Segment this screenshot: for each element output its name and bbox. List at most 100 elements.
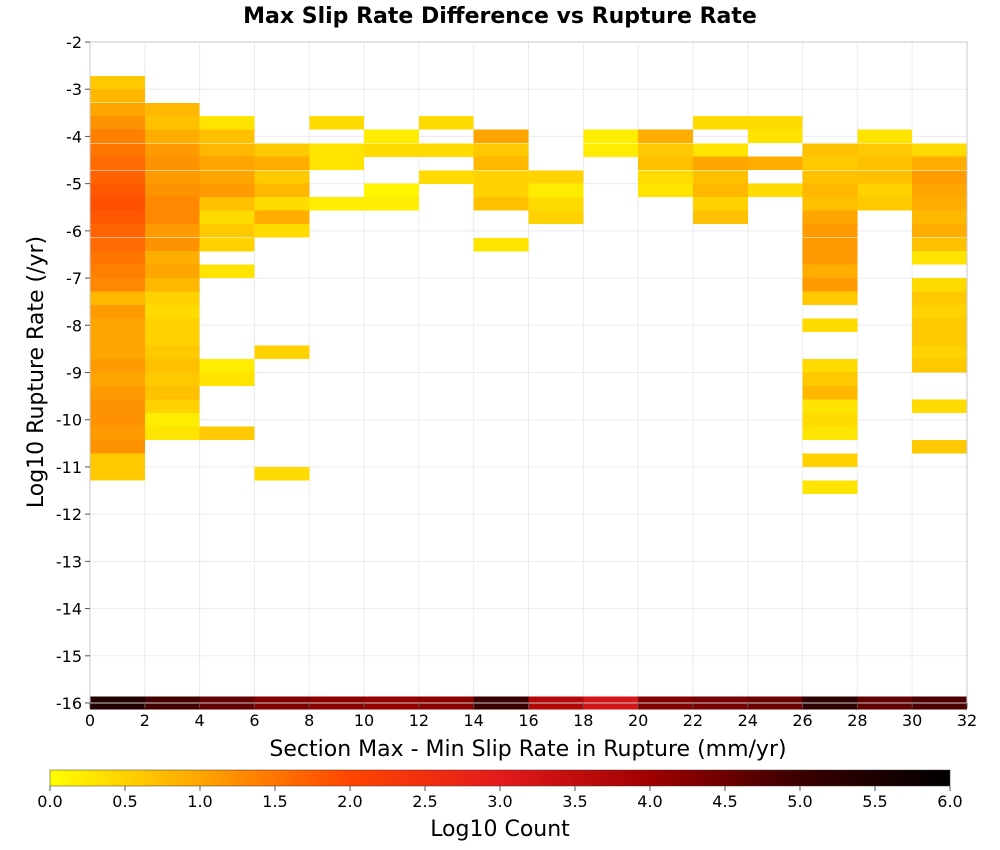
y-tick-label: -3 [66,80,82,99]
heatmap-cell [802,156,858,171]
heatmap-cell [144,264,200,279]
heatmap-cell [747,156,803,171]
heatmap-cell [90,318,145,333]
heatmap-cell [90,426,145,441]
colorbar-tick-label: 4.5 [712,792,737,811]
heatmap-cell [199,426,255,441]
colorbar-label: Log10 Count [430,817,570,842]
heatmap-cell [90,183,145,197]
heatmap-cells [90,75,967,710]
heatmap-cell [144,318,200,333]
y-tick-label: -15 [56,647,82,666]
colorbar-tick-label: 5.5 [862,792,887,811]
heatmap-cell [747,115,803,130]
heatmap-cell [802,372,858,386]
x-tick-label: 18 [573,711,593,730]
heatmap-cell [473,197,529,211]
heatmap-cell [802,453,858,468]
heatmap-cell [857,170,913,184]
heatmap-cell [144,399,200,413]
heatmap-cell [912,143,967,157]
heatmap-cell [802,264,858,279]
heatmap-cell [144,156,200,171]
x-tick-label: 28 [847,711,867,730]
heatmap-cell [199,359,255,373]
heatmap-cell [802,210,858,224]
colorbar-ticks: 0.0 0.5 1.0 1.5 2.0 2.5 3.0 3.5 4.0 4.5 5.0 5.5 6.0 [37,786,963,811]
colorbar-tick-label: 3.0 [487,792,512,811]
colorbar [49,769,951,787]
heatmap-cell [802,412,858,427]
heatmap-cell [90,399,145,413]
heatmap-cell [144,372,200,386]
heatmap-cell [144,251,200,265]
colorbar-tick-label: 0.5 [112,792,137,811]
heatmap-cell [144,332,200,346]
colorbar-tick-label: 1.5 [262,792,287,811]
heatmap-cell [912,439,967,454]
heatmap-cell [802,277,858,292]
y-tick-label: -4 [66,127,82,146]
heatmap-cell [90,359,145,373]
heatmap-cell [802,318,858,333]
heatmap-cell [692,143,748,157]
heatmap-cell [802,143,858,157]
colorbar-tick-label: 2.5 [412,792,437,811]
heatmap-cell [802,480,858,494]
y-tick-label: -7 [66,269,82,288]
x-tick-label: 10 [354,711,374,730]
y-axis-label: Log10 Rupture Rate (/yr) [24,236,49,508]
heatmap-cell [144,102,200,117]
heatmap-cell [199,264,255,279]
heatmap-cell [912,197,967,211]
y-tick-label: -6 [66,222,82,241]
heatmap-cell [254,170,310,184]
y-tick-label: -14 [56,600,82,619]
heatmap-cell [199,237,255,252]
heatmap-cell [90,102,145,117]
heatmap-cell [747,183,803,197]
heatmap-cell [638,156,693,171]
heatmap-cell [144,277,200,292]
heatmap-cell [144,210,200,224]
heatmap-cell [857,156,913,171]
heatmap-cell [90,345,145,359]
heatmap-cell [802,359,858,373]
heatmap-cell [418,170,474,184]
y-tick-label: -2 [66,33,82,52]
heatmap-cell [199,210,255,224]
heatmap-cell [309,143,365,157]
heatmap-cell [912,156,967,171]
heatmap-cell [857,197,913,211]
heatmap-cell [473,183,529,197]
heatmap-cell [528,197,584,211]
x-tick-label: 12 [409,711,429,730]
heatmap-cell [90,439,145,454]
y-tick-label: -5 [66,175,82,194]
heatmap-cell [90,156,145,171]
heatmap-cell [254,210,310,224]
heatmap-cell [802,399,858,413]
x-tick-label: 32 [957,711,977,730]
heatmap-cell [638,183,693,197]
heatmap-cell [692,210,748,224]
y-tick-label: -8 [66,316,82,335]
heatmap-cell [90,237,145,252]
heatmap-cell [144,426,200,441]
x-tick-label: 8 [304,711,314,730]
heatmap-cell [638,170,693,184]
heatmap-cell [199,143,255,157]
chart-title: Max Slip Rate Difference vs Rupture Rate [243,4,757,29]
heatmap-cell [90,143,145,157]
heatmap-cell [528,210,584,224]
heatmap-cell [90,277,145,292]
heatmap-cell [802,183,858,197]
heatmap-cell [144,412,200,427]
heatmap-cell [199,183,255,197]
heatmap-cell [364,129,419,144]
heatmap-cell [144,197,200,211]
heatmap-cell [583,129,639,144]
heatmap-cell [364,197,419,211]
y-tick-label: -9 [66,364,82,383]
